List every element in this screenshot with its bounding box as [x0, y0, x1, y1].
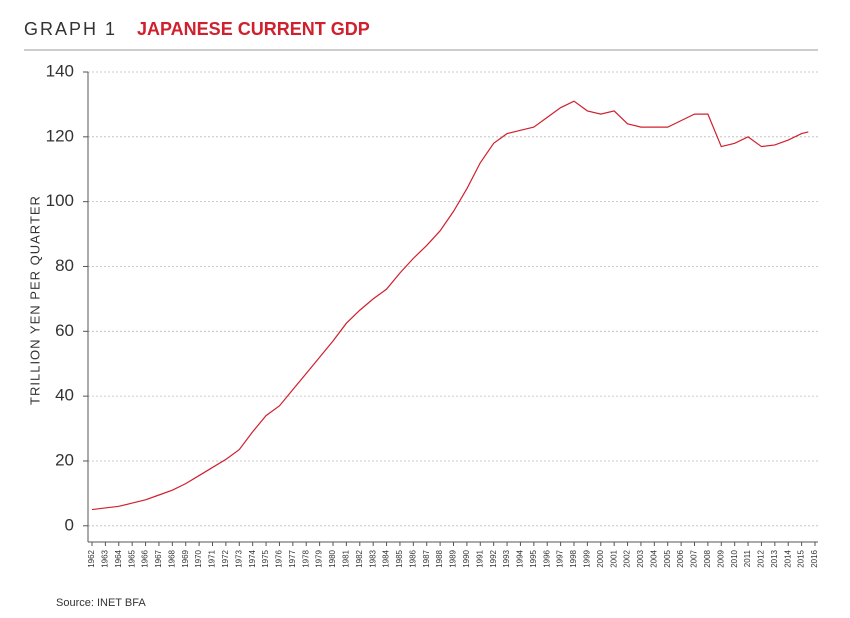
x-tick-label: 1963: [100, 549, 109, 567]
x-tick-label: 1983: [368, 549, 377, 567]
x-tick-label: 1976: [275, 549, 284, 567]
x-tick-label: 2006: [676, 549, 685, 567]
x-tick-label: 2014: [783, 549, 792, 567]
x-tick-label: 1966: [141, 549, 150, 567]
x-tick-label: 1979: [315, 549, 324, 567]
x-tick-label: 1988: [435, 549, 444, 567]
x-tick-label: 1971: [208, 549, 217, 567]
x-tick-label: 1989: [449, 549, 458, 567]
x-tick-label: 1982: [355, 549, 364, 567]
x-tick-label: 1996: [542, 549, 551, 567]
x-tick-label: 2005: [663, 549, 672, 567]
x-tick-label: 1997: [556, 549, 565, 567]
x-tick-label: 2001: [609, 549, 618, 567]
x-tick-label: 1975: [261, 549, 270, 567]
y-tick-label: 120: [46, 126, 74, 145]
x-tick-label: 1985: [395, 549, 404, 567]
x-tick-label: 1995: [529, 549, 538, 567]
x-tick-label: 1972: [221, 549, 230, 567]
data-line: [91, 100, 809, 511]
x-tick-label: 1978: [301, 549, 310, 567]
x-tick-label: 2000: [596, 549, 605, 567]
x-tick-label: 1977: [288, 549, 297, 567]
x-tick-label: 2003: [636, 549, 645, 567]
x-tick-label: 1980: [328, 549, 337, 567]
x-tick-label: 2012: [757, 549, 766, 567]
y-tick-label: 20: [55, 450, 74, 469]
x-tick-label: 2011: [743, 549, 752, 567]
y-tick-label: 80: [55, 256, 74, 275]
x-tick-label: 1981: [341, 549, 350, 567]
x-tick-label: 2015: [797, 549, 806, 567]
x-tick-label: 1986: [408, 549, 417, 567]
x-tick-label: 2002: [623, 549, 632, 567]
x-tick-label: 2007: [690, 549, 699, 567]
x-tick-label: 1973: [234, 549, 243, 567]
x-tick-label: 1969: [181, 549, 190, 567]
x-tick-label: 1964: [114, 549, 123, 567]
x-tick-label: 1974: [248, 549, 257, 567]
x-tick-label: 2016: [810, 549, 819, 567]
x-tick-label: 1968: [167, 549, 176, 567]
x-tick-label: 1967: [154, 549, 163, 567]
x-tick-label: 1999: [582, 549, 591, 567]
y-tick-label: 140: [46, 61, 74, 80]
x-tick-label: 1970: [194, 549, 203, 567]
x-tick-label: 1991: [475, 549, 484, 567]
x-tick-label: 1984: [382, 549, 391, 567]
graph-label: GRAPH 1: [24, 19, 117, 39]
x-tick-label: 2008: [703, 549, 712, 567]
x-tick-label: 2004: [649, 549, 658, 567]
x-tick-label: 1998: [569, 549, 578, 567]
x-tick-label: 1990: [462, 549, 471, 567]
x-tick-label: 2010: [730, 549, 739, 567]
x-tick-label: 1965: [127, 549, 136, 567]
y-tick-label: 60: [55, 321, 74, 340]
y-tick-label: 100: [46, 191, 74, 210]
x-tick-label: 1994: [516, 549, 525, 567]
source: Source: INET BFA: [56, 597, 146, 609]
y-tick-label: 40: [55, 386, 74, 405]
x-tick-label: 1962: [87, 549, 96, 567]
y-axis-label: TRILLION YEN PER QUARTER: [27, 195, 42, 405]
x-tick-label: 1987: [422, 549, 431, 567]
x-tick-label: 2009: [716, 549, 725, 567]
x-tick-label: 1993: [502, 549, 511, 567]
x-tick-label: 1992: [489, 549, 498, 567]
chart-title: JAPANESE CURRENT GDP: [137, 19, 370, 39]
y-tick-label: 0: [65, 515, 74, 534]
x-tick-label: 2013: [770, 549, 779, 567]
